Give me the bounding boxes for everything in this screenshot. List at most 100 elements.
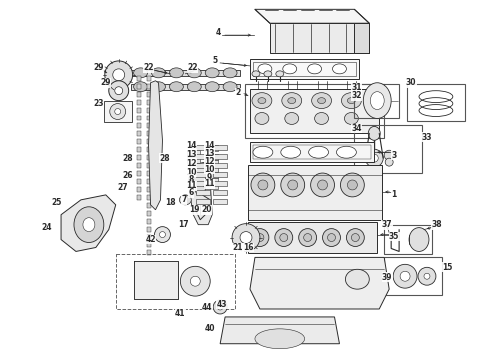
Bar xyxy=(137,187,141,192)
Text: 14: 14 xyxy=(204,141,215,150)
Ellipse shape xyxy=(253,146,273,158)
Text: 20: 20 xyxy=(201,205,212,214)
Ellipse shape xyxy=(251,173,275,197)
Bar xyxy=(137,123,141,129)
Bar xyxy=(213,172,227,177)
Ellipse shape xyxy=(281,146,301,158)
Bar xyxy=(147,251,150,255)
Text: 4: 4 xyxy=(216,28,221,37)
Ellipse shape xyxy=(370,154,378,162)
Ellipse shape xyxy=(115,109,121,114)
Ellipse shape xyxy=(258,64,272,74)
Ellipse shape xyxy=(424,273,430,279)
Bar xyxy=(384,225,432,255)
Bar xyxy=(137,92,141,96)
Bar xyxy=(248,222,377,253)
Text: 27: 27 xyxy=(118,184,128,193)
Bar xyxy=(137,116,141,121)
Text: 9: 9 xyxy=(207,172,212,181)
Ellipse shape xyxy=(205,82,219,92)
Polygon shape xyxy=(187,150,200,156)
Bar xyxy=(213,181,227,186)
Bar xyxy=(213,154,227,159)
Bar xyxy=(134,261,178,299)
Ellipse shape xyxy=(346,229,365,247)
Text: 33: 33 xyxy=(422,133,432,142)
Polygon shape xyxy=(205,178,218,184)
Text: 11: 11 xyxy=(186,181,196,190)
Ellipse shape xyxy=(232,224,260,251)
Polygon shape xyxy=(354,23,369,53)
Ellipse shape xyxy=(180,266,210,296)
Bar xyxy=(196,181,210,186)
Text: 22: 22 xyxy=(143,63,154,72)
Bar xyxy=(147,131,150,136)
Bar xyxy=(137,108,141,113)
Ellipse shape xyxy=(255,113,269,125)
Ellipse shape xyxy=(217,304,223,310)
Text: 6: 6 xyxy=(189,188,194,197)
Ellipse shape xyxy=(179,195,191,205)
Polygon shape xyxy=(250,257,389,309)
Ellipse shape xyxy=(256,234,264,242)
Bar xyxy=(147,195,150,200)
Bar xyxy=(384,257,442,295)
Ellipse shape xyxy=(170,82,183,92)
Text: 13: 13 xyxy=(204,149,215,158)
Text: 1: 1 xyxy=(392,190,397,199)
Ellipse shape xyxy=(170,68,183,78)
Text: 10: 10 xyxy=(204,165,215,174)
Text: 12: 12 xyxy=(204,157,215,166)
Ellipse shape xyxy=(342,93,361,109)
Bar xyxy=(137,171,141,176)
Ellipse shape xyxy=(187,68,201,78)
Ellipse shape xyxy=(318,98,325,104)
Bar xyxy=(147,227,150,231)
Ellipse shape xyxy=(110,104,125,120)
Ellipse shape xyxy=(409,228,429,251)
Text: 8: 8 xyxy=(189,175,194,184)
Bar xyxy=(137,131,141,136)
Bar xyxy=(147,163,150,168)
Polygon shape xyxy=(148,81,163,210)
Text: 23: 23 xyxy=(94,99,104,108)
Text: 2: 2 xyxy=(235,88,241,97)
Bar xyxy=(253,62,356,76)
Text: 28: 28 xyxy=(122,154,133,163)
Ellipse shape xyxy=(308,64,321,74)
Ellipse shape xyxy=(74,207,104,243)
Ellipse shape xyxy=(251,229,269,247)
Bar xyxy=(131,70,240,76)
Ellipse shape xyxy=(322,229,341,247)
Bar xyxy=(354,84,399,118)
Ellipse shape xyxy=(281,173,305,197)
Bar xyxy=(137,84,141,89)
Bar xyxy=(147,179,150,184)
Text: 24: 24 xyxy=(41,223,51,232)
Bar xyxy=(137,195,141,200)
Ellipse shape xyxy=(283,64,297,74)
Ellipse shape xyxy=(105,61,133,89)
Bar xyxy=(196,145,210,150)
Bar xyxy=(147,203,150,208)
Ellipse shape xyxy=(205,68,219,78)
Ellipse shape xyxy=(288,180,298,190)
Polygon shape xyxy=(255,9,369,23)
Ellipse shape xyxy=(134,82,147,92)
Ellipse shape xyxy=(134,68,147,78)
Bar xyxy=(147,92,150,96)
Bar xyxy=(196,154,210,159)
Bar xyxy=(137,155,141,160)
Bar xyxy=(137,76,141,81)
Ellipse shape xyxy=(154,227,171,243)
Ellipse shape xyxy=(370,92,384,109)
Bar xyxy=(147,108,150,113)
Bar xyxy=(196,172,210,177)
Bar xyxy=(147,235,150,239)
Bar xyxy=(250,89,379,133)
Bar xyxy=(147,147,150,152)
Ellipse shape xyxy=(384,150,394,160)
Ellipse shape xyxy=(368,126,380,140)
Text: 19: 19 xyxy=(189,205,199,214)
Ellipse shape xyxy=(299,229,317,247)
